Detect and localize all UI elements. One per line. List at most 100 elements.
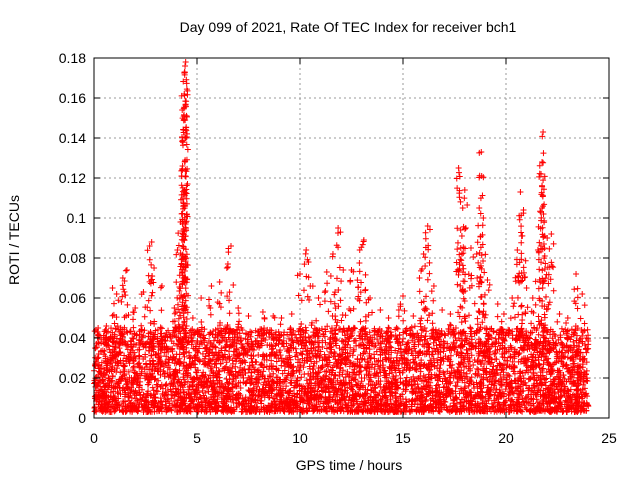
data-point — [282, 363, 289, 370]
data-point — [288, 332, 295, 339]
data-point — [351, 325, 358, 332]
data-point — [202, 360, 209, 367]
data-point — [577, 335, 584, 342]
data-point — [245, 403, 252, 410]
data-point — [478, 385, 485, 392]
data-point — [474, 365, 481, 372]
data-point — [265, 406, 272, 413]
data-point — [306, 350, 313, 357]
data-point — [493, 386, 500, 393]
data-point — [372, 342, 379, 349]
data-point — [332, 372, 339, 379]
data-point — [552, 375, 559, 382]
data-point — [583, 359, 590, 366]
data-point — [502, 386, 509, 393]
data-point — [509, 396, 516, 403]
data-point — [513, 387, 520, 394]
data-point — [443, 393, 450, 400]
data-point — [276, 386, 283, 393]
data-point — [292, 345, 299, 352]
data-point — [126, 360, 133, 367]
data-point — [192, 391, 199, 398]
data-point — [507, 402, 514, 409]
data-point — [331, 327, 338, 334]
data-point — [124, 329, 131, 336]
data-point — [120, 362, 127, 369]
data-point — [404, 344, 411, 351]
data-point — [374, 400, 381, 407]
data-point — [382, 354, 389, 361]
data-point — [500, 373, 507, 380]
data-point — [393, 381, 400, 388]
data-point — [376, 366, 383, 373]
data-point — [278, 362, 285, 369]
data-point — [306, 401, 313, 408]
data-point — [304, 347, 311, 354]
data-point — [317, 348, 324, 355]
data-point — [397, 375, 404, 382]
data-point — [533, 380, 540, 387]
data-point — [128, 355, 135, 362]
data-point — [128, 343, 135, 350]
data-point — [226, 388, 233, 395]
data-point — [421, 336, 428, 343]
data-point — [191, 396, 198, 403]
data-point — [267, 386, 274, 393]
data-point — [284, 389, 291, 396]
data-point — [519, 369, 526, 376]
data-point — [141, 396, 148, 403]
data-point — [550, 380, 557, 387]
data-point — [222, 363, 229, 370]
data-point — [357, 351, 364, 358]
data-point — [186, 402, 193, 409]
data-point — [505, 326, 512, 333]
data-point — [221, 400, 228, 407]
data-point — [464, 354, 471, 361]
data-point — [126, 397, 133, 404]
data-point — [419, 398, 426, 405]
data-point — [503, 406, 510, 413]
data-point — [460, 360, 467, 367]
data-point — [511, 362, 518, 369]
data-point — [153, 387, 160, 394]
data-point — [328, 350, 335, 357]
data-point — [416, 388, 423, 395]
data-point — [349, 386, 356, 393]
data-point — [270, 395, 277, 402]
data-point — [250, 364, 257, 371]
data-point — [277, 407, 284, 414]
data-point — [308, 395, 315, 402]
data-point — [427, 389, 434, 396]
data-point — [426, 344, 433, 351]
data-point — [527, 375, 534, 382]
data-point — [437, 400, 444, 407]
data-point — [137, 392, 144, 399]
data-point — [436, 384, 443, 391]
data-point — [475, 366, 482, 373]
data-point — [261, 404, 268, 411]
data-point — [406, 367, 413, 374]
data-point — [430, 400, 437, 407]
data-point — [536, 348, 543, 355]
data-point — [294, 377, 301, 384]
data-point — [427, 382, 434, 389]
data-point — [560, 408, 567, 415]
data-point — [362, 399, 369, 406]
data-point — [491, 392, 498, 399]
data-point — [128, 395, 135, 402]
data-point — [203, 345, 210, 352]
data-point — [332, 387, 339, 394]
data-point — [206, 349, 213, 356]
data-point — [346, 379, 353, 386]
data-point — [269, 350, 276, 357]
data-point — [290, 401, 297, 408]
data-point — [128, 387, 135, 394]
data-point — [425, 371, 432, 378]
data-point — [381, 393, 388, 400]
data-point — [321, 406, 328, 413]
data-point — [194, 326, 201, 333]
data-point — [198, 381, 205, 388]
data-point — [314, 407, 321, 414]
data-point — [114, 380, 121, 387]
data-point — [121, 393, 128, 400]
